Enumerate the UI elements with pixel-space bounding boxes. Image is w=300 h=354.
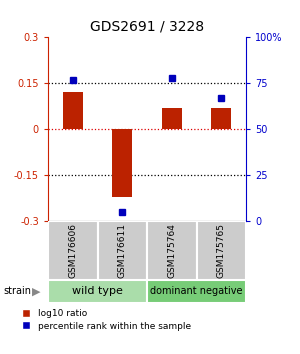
Bar — [212, 108, 231, 129]
Bar — [147, 221, 196, 280]
Text: GSM176611: GSM176611 — [118, 223, 127, 278]
Text: GSM176606: GSM176606 — [68, 223, 77, 278]
Text: dominant negative: dominant negative — [150, 286, 243, 296]
Legend: log10 ratio, percentile rank within the sample: log10 ratio, percentile rank within the … — [16, 309, 191, 331]
Text: ▶: ▶ — [32, 286, 40, 296]
Bar — [147, 280, 246, 303]
Bar — [98, 221, 147, 280]
Bar — [162, 108, 182, 129]
Bar — [63, 92, 83, 129]
Bar — [48, 221, 98, 280]
Bar — [112, 129, 132, 197]
Bar — [48, 280, 147, 303]
Bar — [196, 221, 246, 280]
Title: GDS2691 / 3228: GDS2691 / 3228 — [90, 19, 204, 33]
Text: strain: strain — [3, 286, 31, 296]
Text: wild type: wild type — [72, 286, 123, 296]
Text: GSM175765: GSM175765 — [217, 223, 226, 278]
Text: GSM175764: GSM175764 — [167, 223, 176, 278]
